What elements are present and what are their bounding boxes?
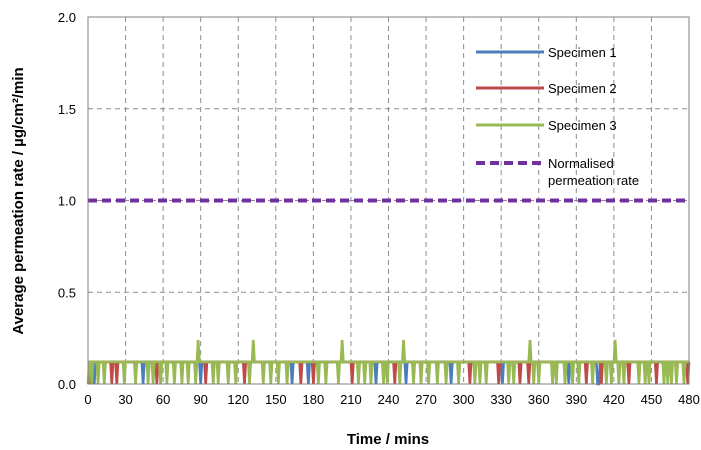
x-tick-label: 90 [193,392,207,407]
y-axis-title: Average permeation rate / µg/cm²/min [10,67,27,334]
x-tick-label: 270 [415,392,437,407]
x-tick-label: 210 [340,392,362,407]
y-tick-label: 0.5 [58,285,76,300]
x-tick-label: 60 [156,392,170,407]
x-tick-label: 360 [528,392,550,407]
x-tick-label: 390 [565,392,587,407]
legend-label-1: Specimen 1 [548,45,617,60]
x-tick-label: 150 [265,392,287,407]
x-tick-label: 300 [453,392,475,407]
y-tick-label: 2.0 [58,10,76,25]
x-tick-label: 480 [678,392,700,407]
x-axis-title: Time / mins [347,431,429,448]
plot-area-border [87,16,690,385]
x-tick-label: 240 [378,392,400,407]
legend-label-4: Normalised [548,156,614,171]
legend-label-3: Specimen 3 [548,118,617,133]
x-tick-label: 180 [303,392,325,407]
y-tick-label: 1.5 [58,102,76,117]
x-tick-label: 420 [603,392,625,407]
x-tick-label: 450 [641,392,663,407]
legend-label-4: permeation rate [548,173,639,188]
y-tick-label: 1.0 [58,194,76,209]
x-tick-labels: 0 30 60 90 120 150 180 210 240 270 300 330 360 390 420… [84,392,699,407]
x-tick-label: 120 [227,392,249,407]
x-tick-label: 330 [490,392,512,407]
x-tick-label: 30 [118,392,132,407]
y-tick-labels: 0.0 0.5 1.0 1.5 2.0 [58,10,76,392]
x-tick-label: 0 [84,392,91,407]
y-tick-label: 0.0 [58,377,76,392]
legend-label-2: Specimen 2 [548,81,617,96]
legend: Specimen 1 Specimen 2 Specimen 3 Normalised… [476,45,639,188]
